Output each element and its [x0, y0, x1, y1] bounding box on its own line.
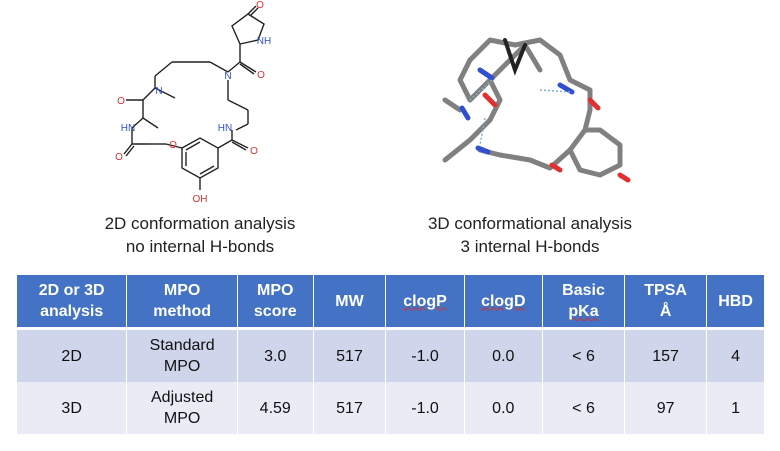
- left-nh-label: HN: [121, 123, 135, 134]
- table-header-row: 2D or 3D analysis MPO method MPO score MW c…: [17, 275, 765, 330]
- cell-tpsa: 97: [624, 382, 708, 434]
- cell-score: 4.59: [237, 382, 314, 434]
- header-clogp: clogP: [385, 275, 465, 330]
- cell-analysis: 2D: [17, 328, 128, 382]
- table-row: 3D Adjusted MPO 4.59 517 -1.0 0.0 < 6 97 …: [17, 382, 765, 434]
- table-row: 2D Standard MPO 3.0 517 -1.0 0.0 < 6 157 …: [17, 328, 765, 382]
- ring-lactam-nh-label: NH: [257, 36, 271, 47]
- right-nh-label: HN: [218, 123, 232, 134]
- left-amide-oxygen-label: O: [117, 96, 125, 107]
- caption-2d-line2: no internal H-bonds: [125, 237, 275, 256]
- cell-pka: < 6: [542, 382, 626, 434]
- cell-mw: 517: [313, 328, 387, 382]
- caption-3d-line2: 3 internal H-bonds: [460, 237, 600, 256]
- header-clogd: clogD: [464, 275, 543, 330]
- cell-clogp: -1.0: [385, 382, 465, 434]
- caption-2d: 2D conformation analysis no internal H-b…: [60, 212, 340, 258]
- cell-hbd: 1: [706, 382, 765, 434]
- molecule-3d-stick-model: [442, 37, 631, 183]
- hydroxyl-label: OH: [193, 194, 208, 205]
- cell-pka: < 6: [542, 328, 626, 382]
- left-ester-oxygen-label: O: [115, 152, 123, 163]
- methyl-nitrogen-label: N: [155, 86, 162, 97]
- cell-score: 3.0: [237, 328, 314, 382]
- cell-tpsa: 157: [624, 328, 708, 382]
- cell-method: Standard MPO: [126, 328, 238, 382]
- header-method: MPO method: [126, 275, 238, 330]
- caption-3d-line1: 3D conformational analysis: [427, 214, 633, 233]
- cell-method: Adjusted MPO: [126, 382, 238, 434]
- amide-nitrogen-label: N: [224, 71, 231, 82]
- molecule-2d-structure: O NH N O N O HN HN O O O OH: [115, 0, 271, 205]
- header-hbd: HBD: [706, 275, 765, 330]
- caption-2d-line1: 2D conformation analysis: [104, 214, 296, 233]
- top-amide-oxygen-label: O: [257, 70, 265, 81]
- cell-clogp: -1.0: [385, 328, 465, 382]
- ether-oxygen-label: O: [169, 140, 177, 151]
- ring-lactam-oxygen-label: O: [256, 0, 264, 11]
- header-mw: MW: [313, 275, 387, 330]
- cell-analysis: 3D: [17, 382, 128, 434]
- cell-hbd: 4: [706, 328, 765, 382]
- caption-3d: 3D conformational analysis 3 internal H-…: [400, 212, 660, 258]
- header-analysis: 2D or 3D analysis: [17, 275, 128, 330]
- cell-clogd: 0.0: [464, 328, 543, 382]
- mpo-table: 2D or 3D analysis MPO method MPO score MW c…: [17, 275, 765, 434]
- cell-mw: 517: [313, 382, 387, 434]
- cell-clogd: 0.0: [464, 382, 543, 434]
- header-score: MPO score: [237, 275, 314, 330]
- header-basic-pka: Basic pKa: [542, 275, 626, 330]
- header-tpsa: TPSA Å: [624, 275, 708, 330]
- right-amide-oxygen-label: O: [250, 146, 258, 157]
